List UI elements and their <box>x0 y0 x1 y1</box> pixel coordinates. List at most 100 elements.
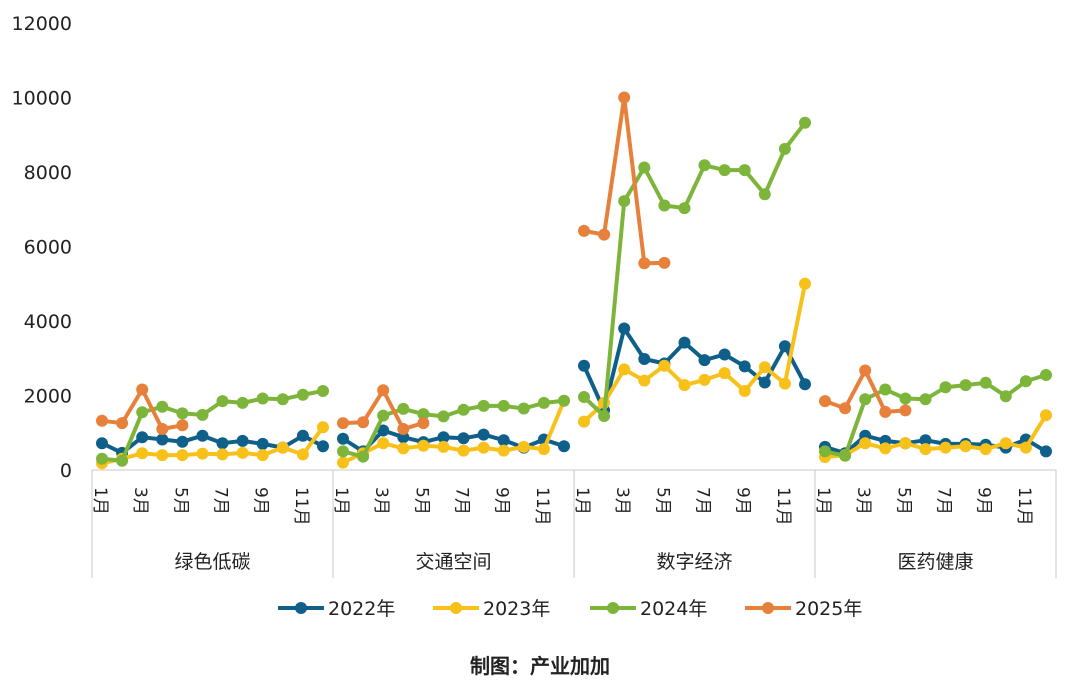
y-tick-label: 4000 <box>24 311 72 333</box>
data-point <box>417 417 430 430</box>
data-point <box>437 431 450 444</box>
legend-marker <box>295 602 307 614</box>
data-point <box>317 421 329 434</box>
data-point <box>859 437 872 450</box>
data-point <box>758 188 771 201</box>
legend-label: 2025年 <box>795 598 862 620</box>
data-point <box>517 440 530 453</box>
x-tick-label: 1月 <box>90 487 110 515</box>
data-point <box>236 396 249 409</box>
data-point <box>236 434 249 447</box>
data-point <box>136 406 149 419</box>
data-point <box>738 385 751 397</box>
data-point <box>377 424 390 437</box>
data-point <box>537 443 550 456</box>
data-point <box>899 392 912 405</box>
data-point <box>638 161 651 174</box>
data-point <box>578 224 590 237</box>
data-point <box>799 378 811 391</box>
x-tick-label: 3月 <box>130 487 150 515</box>
x-tick-label: 11月 <box>773 487 793 526</box>
data-point <box>136 383 149 396</box>
data-point <box>598 228 611 241</box>
data-point <box>578 415 590 428</box>
x-tick-label: 9月 <box>492 487 512 515</box>
x-tick-label: 11月 <box>532 487 552 526</box>
data-point <box>799 277 811 290</box>
data-point <box>216 437 229 450</box>
data-point <box>377 437 390 450</box>
data-point <box>357 450 370 463</box>
data-point <box>919 434 932 447</box>
data-point <box>296 429 309 442</box>
data-point <box>839 449 852 462</box>
data-point <box>778 377 791 390</box>
x-tick-label: 11月 <box>1014 487 1034 526</box>
data-point <box>939 441 952 454</box>
data-point <box>578 359 590 372</box>
group-label: 医药健康 <box>897 551 973 573</box>
legend-marker <box>762 602 774 614</box>
legend-marker <box>450 602 462 614</box>
data-point <box>678 202 691 215</box>
data-point <box>1040 445 1052 458</box>
data-point <box>999 390 1012 403</box>
data-point <box>959 379 972 392</box>
data-point <box>819 395 831 408</box>
data-point <box>718 367 731 380</box>
y-tick-label: 8000 <box>24 162 72 184</box>
data-point <box>176 407 189 420</box>
x-tick-label: 7月 <box>693 487 713 515</box>
data-point <box>156 449 169 462</box>
data-point <box>879 383 892 396</box>
data-point <box>296 388 309 401</box>
series-line <box>582 120 807 418</box>
y-tick-label: 0 <box>60 460 72 482</box>
legend-marker <box>607 602 619 614</box>
data-point <box>156 400 169 413</box>
data-point <box>517 402 530 415</box>
data-point <box>859 364 872 377</box>
x-tick-label: 7月 <box>452 487 472 515</box>
data-point <box>116 417 129 430</box>
data-point <box>578 391 590 403</box>
data-point <box>477 441 490 454</box>
data-point <box>136 431 149 444</box>
data-point <box>377 409 390 422</box>
data-point <box>337 432 349 445</box>
data-point <box>738 360 751 373</box>
data-point <box>196 447 209 460</box>
data-point <box>658 199 671 212</box>
data-point <box>537 396 550 409</box>
data-point <box>397 442 410 455</box>
legend-label: 2023年 <box>483 598 550 620</box>
data-point <box>176 419 189 432</box>
x-tick-label: 5月 <box>411 487 431 515</box>
data-point <box>337 417 349 430</box>
x-tick-label: 9月 <box>974 487 994 515</box>
legend-label: 2024年 <box>640 598 707 620</box>
data-point <box>919 443 932 456</box>
x-tick-label: 5月 <box>170 487 190 515</box>
x-tick-label: 3月 <box>853 487 873 515</box>
data-point <box>1019 441 1032 454</box>
data-point <box>377 384 390 397</box>
data-point <box>397 402 410 415</box>
data-point <box>979 443 992 456</box>
x-tick-label: 5月 <box>893 487 913 515</box>
data-point <box>317 440 329 453</box>
data-point <box>799 116 811 129</box>
data-point <box>879 442 892 455</box>
group-label: 绿色低碳 <box>174 551 250 573</box>
x-tick-label: 7月 <box>211 487 231 515</box>
data-point <box>417 408 430 421</box>
data-point <box>678 336 691 349</box>
data-point <box>497 444 510 457</box>
data-point <box>1040 369 1052 381</box>
x-tick-label: 3月 <box>612 487 632 515</box>
data-point <box>859 393 872 406</box>
group-label: 交通空间 <box>415 551 491 573</box>
x-tick-label: 3月 <box>371 487 391 515</box>
data-point <box>477 428 490 441</box>
